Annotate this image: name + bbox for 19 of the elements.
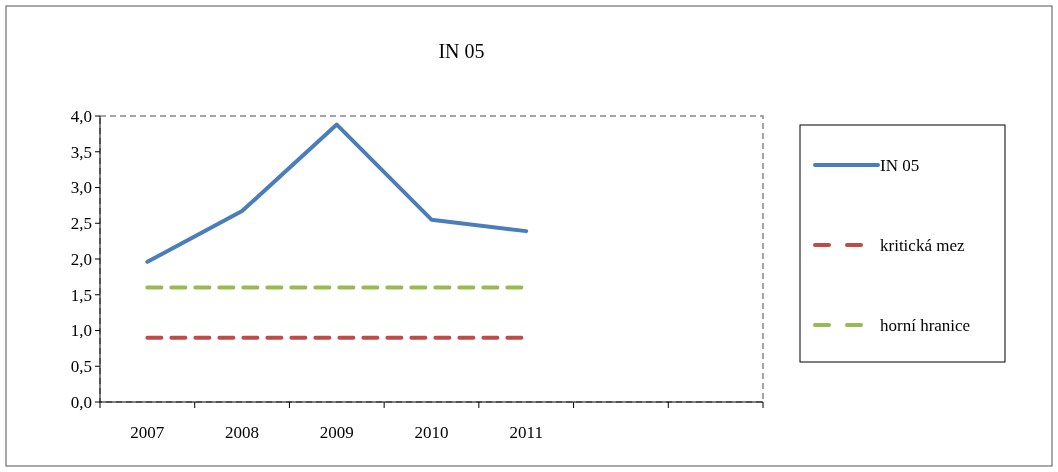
x-tick-label: 2010: [414, 423, 449, 442]
y-tick-label: 1,0: [70, 321, 92, 341]
y-tick-label: 0,0: [70, 392, 92, 412]
y-tick-label: 0,5: [70, 357, 92, 377]
y-tick-label: 1,5: [70, 285, 92, 305]
legend-label: IN 05: [880, 155, 920, 175]
y-tick-label: 2,5: [70, 214, 92, 234]
x-tick-label: 2009: [319, 423, 354, 442]
y-tick-label: 3,0: [70, 178, 92, 198]
x-tick-label: 2011: [509, 423, 543, 442]
x-tick-label: 2008: [225, 423, 260, 442]
y-tick-label: 3,5: [70, 142, 92, 162]
y-tick-label: 4,0: [70, 106, 92, 126]
chart-title: IN 05: [438, 40, 485, 62]
legend-label: horní hranice: [880, 315, 971, 335]
x-tick-label: 2007: [130, 423, 165, 442]
legend-label: kritická mez: [880, 235, 965, 255]
line-series: [145, 122, 529, 264]
y-tick-label: 2,0: [70, 249, 92, 269]
